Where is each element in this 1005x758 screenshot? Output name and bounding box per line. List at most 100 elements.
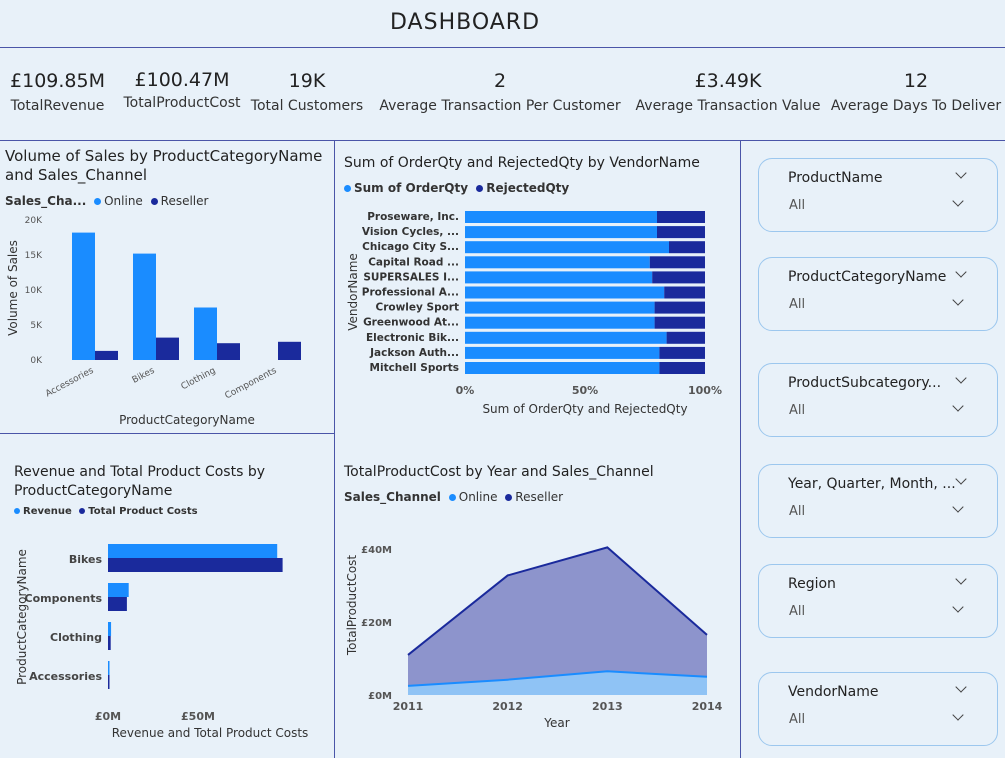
slicer-value[interactable]: All: [789, 604, 806, 619]
legend-dot-reseller: [505, 494, 513, 501]
bar-orderqty: [465, 256, 650, 269]
slicer-title: ProductSubcategory...: [788, 375, 942, 391]
x-tick-label: 2011: [393, 700, 424, 713]
x-tick-label: 2014: [692, 700, 723, 713]
divider-left: [334, 141, 335, 758]
slicer-value[interactable]: All: [789, 403, 806, 418]
y-axis-label: ProductCategoryName: [15, 549, 29, 685]
slicer-product-category[interactable]: ProductCategoryName All: [758, 257, 998, 331]
legend-online[interactable]: Online: [458, 490, 498, 504]
x-axis-label: Revenue and Total Product Costs: [112, 726, 309, 740]
legend-dot-online: [448, 494, 456, 501]
y-axis-label: VendorName: [346, 253, 360, 331]
y-tick-label: £40M: [361, 545, 392, 556]
kpi-avg-transaction-value: £3.49K Average Transaction Value: [634, 70, 822, 114]
slicer-product-name[interactable]: ProductName All: [758, 158, 998, 232]
bar-revenue: [108, 583, 129, 597]
legend-revenue[interactable]: Revenue: [23, 506, 72, 517]
y-tick-label: Capital Road ...: [368, 256, 459, 268]
y-tick-label: SUPERSALES I...: [363, 271, 459, 283]
legend-orderqty[interactable]: Sum of OrderQty: [354, 181, 469, 195]
x-tick-label: Accessories: [44, 366, 96, 400]
chevron-down-icon[interactable]: [952, 195, 964, 207]
bar-reseller: [217, 343, 240, 360]
kpi-total-customers: 19K Total Customers: [250, 70, 364, 114]
line-reseller: [407, 546, 708, 656]
divider-left-middle: [0, 433, 334, 434]
bar-online: [133, 253, 156, 360]
y-tick-label: Greenwood At...: [363, 317, 459, 329]
chevron-down-icon[interactable]: [955, 372, 967, 384]
slicer-value[interactable]: All: [789, 198, 806, 213]
y-tick-label: Jackson Auth...: [369, 347, 459, 359]
legend-cost[interactable]: Total Product Costs: [88, 506, 198, 517]
chevron-down-icon[interactable]: [952, 294, 964, 306]
legend-dot-reseller: [150, 198, 158, 205]
legend-dot-cost: [79, 508, 86, 514]
kpi-value: £109.85M: [10, 70, 105, 92]
bar-rejectedqty: [654, 316, 705, 329]
slicer-value[interactable]: All: [789, 297, 806, 312]
x-tick-label: Components: [223, 366, 278, 402]
legend-title: Sales_Cha...: [5, 194, 87, 208]
bar-orderqty: [465, 316, 655, 329]
legend-online[interactable]: Online: [104, 194, 143, 208]
cost-chart-title: TotalProductCost by Year and Sales_Chann…: [344, 464, 654, 480]
legend-reseller[interactable]: Reseller: [515, 490, 564, 504]
legend-reseller[interactable]: Reseller: [160, 194, 209, 208]
sales-chart-title-line1: Volume of Sales by ProductCategoryName: [5, 147, 323, 165]
chevron-down-icon[interactable]: [955, 573, 967, 585]
bar-orderqty: [465, 271, 653, 284]
kpi-label: Average Transaction Value: [635, 98, 821, 114]
bar-rejectedqty: [666, 331, 705, 344]
sales-chart-legend: Sales_Cha... Online Reseller: [5, 194, 208, 208]
x-tick-label: 2013: [592, 700, 623, 713]
y-tick-label: Crowley Sport: [375, 302, 459, 314]
slicer-region[interactable]: Region All: [758, 564, 998, 638]
x-tick-label: Clothing: [180, 366, 218, 392]
slicer-vendor-name[interactable]: VendorName All: [758, 672, 998, 746]
chevron-down-icon[interactable]: [955, 266, 967, 278]
bar-rejectedqty: [652, 271, 705, 284]
kpi-label: Average Transaction Per Customer: [379, 98, 621, 114]
bar-reseller: [95, 350, 118, 360]
bar-rejectedqty: [669, 241, 705, 254]
y-tick-label: Components: [25, 592, 103, 605]
legend-dot-orderqty: [344, 185, 351, 192]
kpi-value: £100.47M: [134, 69, 230, 91]
slicer-date-hierarchy[interactable]: Year, Quarter, Month, ... All: [758, 464, 998, 538]
bar-online: [72, 232, 95, 360]
slicer-product-subcategory[interactable]: ProductSubcategory... All: [758, 363, 998, 437]
x-tick-label: £0M: [95, 710, 121, 723]
header-bar: DASHBOARD: [0, 0, 1005, 48]
kpi-total-product-cost: £100.47M TotalProductCost: [120, 69, 244, 111]
chevron-down-icon[interactable]: [955, 167, 967, 179]
x-tick-label: Bikes: [131, 366, 157, 386]
slicer-value[interactable]: All: [789, 712, 806, 727]
y-axis-label: Volume of Sales: [6, 240, 20, 336]
slicer-title: Region: [788, 576, 836, 592]
chevron-down-icon[interactable]: [952, 400, 964, 412]
slicer-value[interactable]: All: [789, 504, 806, 519]
chevron-down-icon[interactable]: [952, 601, 964, 613]
kpi-label: Total Customers: [250, 98, 364, 114]
bar-revenue: [108, 622, 112, 636]
legend-dot-revenue: [14, 508, 20, 514]
chevron-down-icon[interactable]: [955, 473, 967, 485]
y-tick-label: £20M: [361, 618, 392, 629]
legend-rejectedqty[interactable]: RejectedQty: [486, 181, 570, 195]
y-tick-label: Mitchell Sports: [370, 362, 459, 374]
chevron-down-icon[interactable]: [955, 681, 967, 693]
x-tick-label: 100%: [688, 384, 722, 397]
bar-reseller: [156, 337, 179, 360]
y-tick-label: Electronic Bik...: [366, 332, 459, 344]
kpi-avg-days-to-deliver: 12 Average Days To Deliver: [830, 70, 1002, 114]
y-tick-label: 0K: [30, 356, 43, 366]
kpi-value: £3.49K: [694, 70, 762, 92]
bar-total-product-costs: [108, 636, 111, 650]
chevron-down-icon[interactable]: [952, 501, 964, 513]
chevron-down-icon[interactable]: [952, 709, 964, 721]
kpi-label: TotalProductCost: [123, 95, 241, 111]
kpi-label: TotalRevenue: [10, 98, 105, 114]
bar-orderqty: [465, 286, 665, 299]
